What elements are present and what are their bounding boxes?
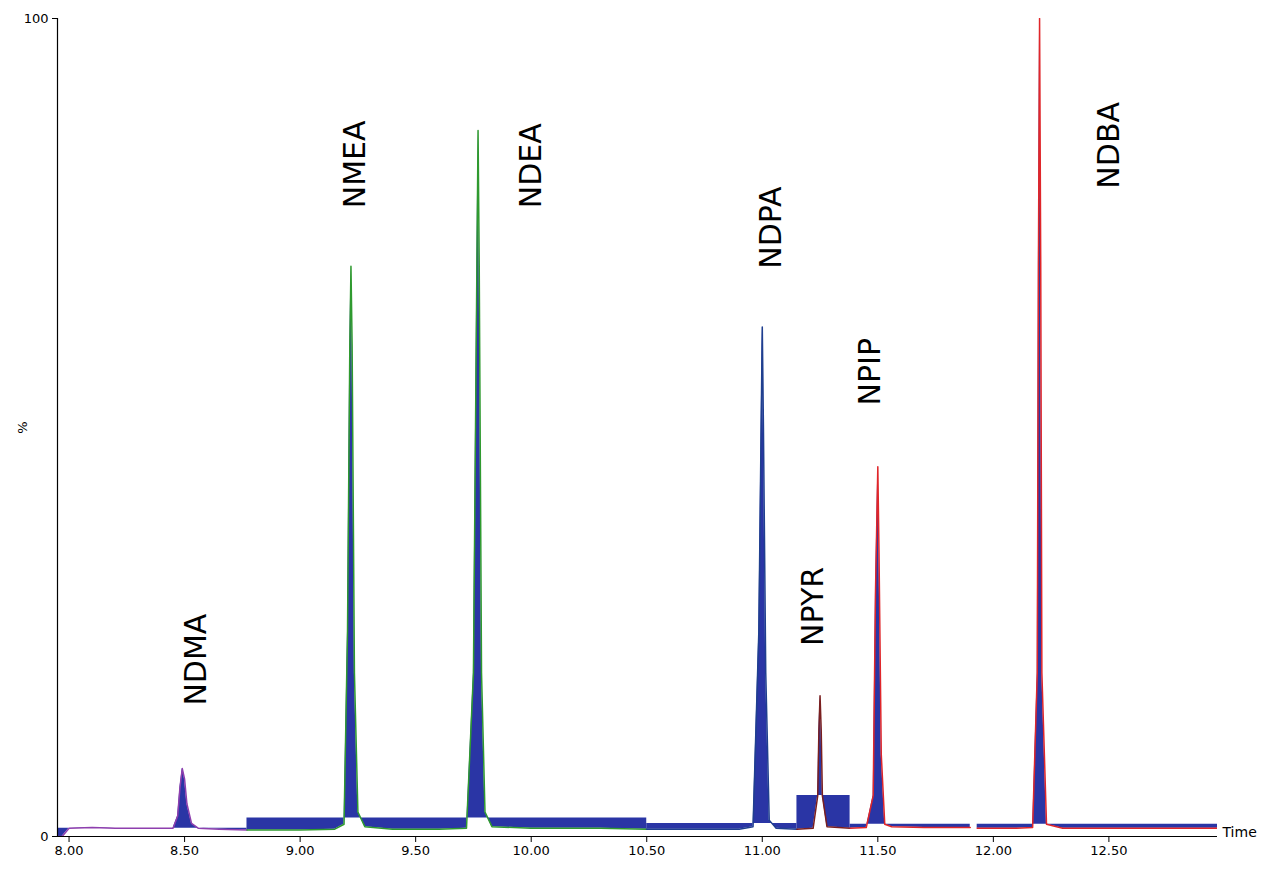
svg-text:12.00: 12.00 <box>975 843 1012 858</box>
svg-text:NDPA: NDPA <box>753 186 788 269</box>
svg-text:9.50: 9.50 <box>401 843 430 858</box>
svg-text:%: % <box>15 421 30 433</box>
svg-text:NPYR: NPYR <box>795 567 830 646</box>
svg-text:10.50: 10.50 <box>628 843 665 858</box>
svg-text:Time: Time <box>1222 824 1257 840</box>
svg-text:NPIP: NPIP <box>852 338 887 405</box>
svg-text:9.00: 9.00 <box>286 843 315 858</box>
svg-text:11.50: 11.50 <box>859 843 896 858</box>
svg-text:NDMA: NDMA <box>178 613 213 705</box>
svg-text:0: 0 <box>40 829 48 844</box>
svg-text:8.50: 8.50 <box>170 843 199 858</box>
svg-text:12.50: 12.50 <box>1090 843 1127 858</box>
svg-text:NMEA: NMEA <box>337 120 372 208</box>
svg-text:10.00: 10.00 <box>513 843 550 858</box>
svg-text:NDEA: NDEA <box>513 123 548 208</box>
svg-text:11.00: 11.00 <box>744 843 781 858</box>
svg-text:100: 100 <box>24 11 49 26</box>
svg-text:8.00: 8.00 <box>55 843 84 858</box>
svg-text:NDBA: NDBA <box>1090 102 1125 189</box>
